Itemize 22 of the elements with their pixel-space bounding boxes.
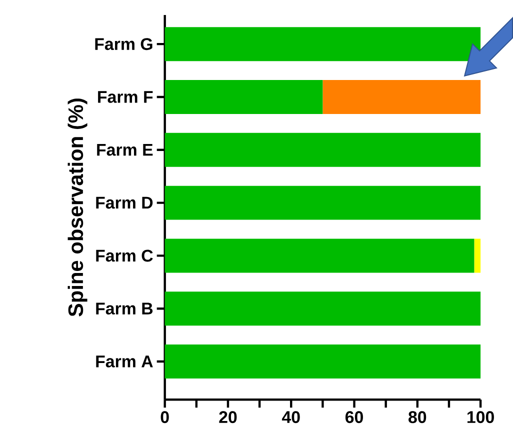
bar: [164, 133, 481, 168]
bar: [164, 292, 481, 326]
bar: [164, 238, 474, 273]
y-tick-label: Farm E: [97, 144, 153, 156]
y-tick-label: Farm B: [96, 302, 153, 315]
y-tick-label: Farm A: [96, 356, 153, 368]
x-tick-label: 0: [160, 411, 169, 424]
x-tick-label: 80: [408, 411, 426, 424]
x-tick-label: 60: [345, 411, 363, 424]
y-tick-label: Farm C: [96, 250, 153, 262]
bar: [474, 238, 481, 273]
x-tick-label: 100: [467, 411, 494, 424]
y-tick-label: Farm F: [98, 91, 153, 104]
bar: [164, 186, 481, 220]
bar: [164, 344, 481, 379]
bar: [322, 80, 481, 114]
y-tick-label: Farm G: [95, 38, 152, 50]
y-tick-label: Farm D: [96, 197, 153, 209]
bar: [164, 80, 323, 114]
x-tick-label: 20: [219, 411, 237, 424]
y-axis-title: Spine observation (%): [68, 98, 88, 317]
x-tick-label: 40: [282, 411, 300, 424]
